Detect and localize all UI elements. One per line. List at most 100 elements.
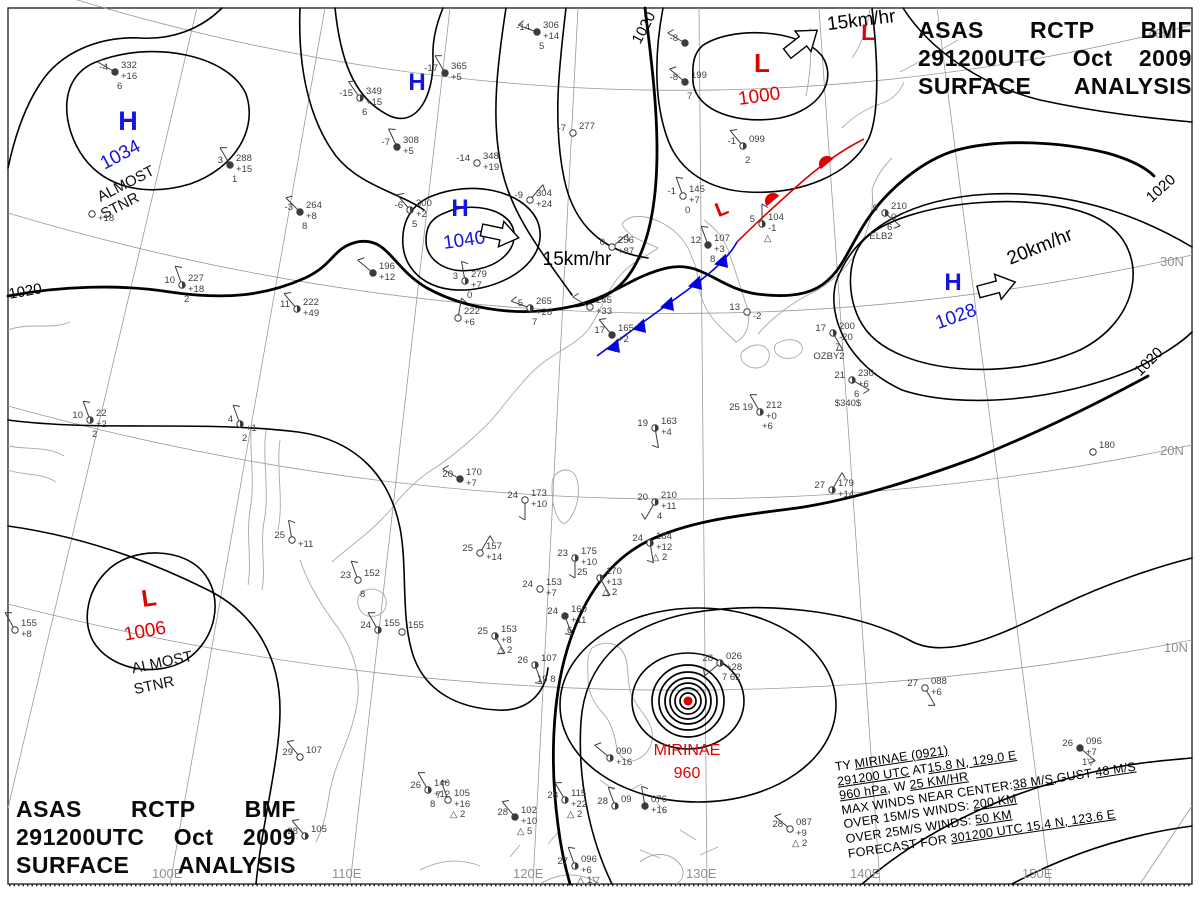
station-temp: 25 (274, 530, 285, 541)
coastline (331, 216, 750, 563)
station-circle-icon (681, 39, 689, 47)
station-pressure: 099 (749, 134, 765, 145)
station-halffill-icon (852, 376, 856, 384)
station-tendency: +2 (416, 209, 427, 220)
high-pressure-letter: H (944, 269, 961, 296)
station-pressure: 230 (858, 368, 874, 379)
station-circle-icon (679, 192, 687, 200)
isobar (631, 652, 745, 750)
station-halffill-icon (530, 304, 534, 312)
title-word: ANALYSIS (1073, 73, 1192, 99)
wind-barb-feather (83, 400, 91, 403)
station-id: ELB2 (869, 231, 892, 242)
station-temp: 20 (442, 469, 453, 480)
station-extra: △ 2 (602, 587, 617, 598)
station-temp: 4 (228, 414, 233, 425)
station-id: $340$ (835, 398, 862, 409)
wind-barb-feather (288, 519, 296, 524)
station-circle-icon (608, 243, 616, 251)
station-extra: 2 (614, 344, 619, 355)
station-temp: 25 (477, 626, 488, 637)
typhoon-ring (651, 664, 725, 738)
meridian-line (169, 7, 326, 885)
station-extra: 8 (430, 799, 435, 810)
station-pressure: 179 (838, 478, 854, 489)
station-circle-icon (526, 196, 534, 204)
lat-label: 20N (1160, 443, 1184, 458)
coastline (7, 445, 65, 483)
wind-barb-feather (388, 128, 396, 130)
station-extra: 1 (232, 174, 237, 185)
wind-barb-feather (1088, 760, 1096, 764)
station-extra: 6 (362, 107, 367, 118)
station-tendency: +6 (858, 379, 869, 390)
wind-barb-feather (441, 780, 449, 783)
station-tendency: +7 (546, 588, 557, 599)
wind-barb-feather (568, 574, 576, 579)
station-pressure: 107 (306, 745, 322, 756)
typhoon-ring (658, 671, 718, 731)
station-tendency: -1 (768, 223, 776, 234)
station-temp: 29 (282, 747, 293, 758)
cold-front-line (596, 241, 738, 357)
coastline (899, 39, 959, 73)
station-circle-icon (511, 813, 519, 821)
station-pressure: 076 (651, 794, 667, 805)
station-tendency: +10 (521, 816, 537, 827)
station-pressure: 155 (21, 618, 37, 629)
wind-barb-feather (287, 739, 295, 743)
isobar (495, 7, 573, 296)
wind-barb-feather (175, 265, 183, 268)
station-extra: 0 (685, 205, 690, 216)
station-halffill-icon (565, 796, 569, 804)
station-pressure: 096 (581, 854, 597, 865)
station-tendency: +0 (766, 411, 777, 422)
station-tendency: +2 (96, 419, 107, 430)
station-pressure: 196 (379, 261, 395, 272)
wind-barb-feather (599, 317, 607, 321)
station-temp: 24 (507, 490, 518, 501)
station-tendency: +11 (661, 501, 676, 512)
station-pressure: 087 (796, 817, 812, 828)
station-pressure: 107 (541, 653, 557, 664)
chart-title-top-right: ASAS RCTP BMF 291200UTC Oct 2009 SURFACE ANALYS… (918, 16, 1192, 100)
station-tendency: +15 (366, 97, 382, 108)
movement-note: ALMOST (130, 648, 194, 677)
station-tendency: +6 (464, 317, 475, 328)
station-pressure: 107 (714, 233, 730, 244)
station-tendency: +22 (571, 799, 587, 810)
meridian-line (349, 7, 451, 885)
station-halffill-icon (535, 661, 539, 669)
title-word: ANALYSIS (177, 852, 296, 878)
wind-barb-feather (667, 29, 674, 34)
low-pressure-letter: L (861, 20, 874, 45)
station-circle-icon (1089, 448, 1097, 456)
wind-barb-feather (348, 80, 356, 83)
station-pressure: 026 (726, 651, 742, 662)
wind-barb-feather (292, 818, 300, 822)
station-temp: 20 (637, 492, 648, 503)
station-pressure: 222 (464, 306, 480, 317)
station-pressure: 304 (536, 188, 552, 199)
station-circle-icon (608, 331, 616, 339)
title-line: SURFACE ANALYSIS (16, 851, 296, 879)
station-extra: 4 (657, 511, 662, 522)
station-halffill-icon (575, 554, 579, 562)
motion-arrow-icon (976, 273, 1017, 301)
station-id: OZBY2 (813, 351, 844, 362)
isobar (551, 374, 1150, 886)
station-tendency: +87 (618, 246, 634, 257)
parallel-line (7, 212, 1193, 314)
station-tendency: +11 (571, 615, 586, 626)
station-extra: 2 (184, 294, 189, 305)
station-temp: 27 (907, 678, 918, 689)
station-temp: 27 (814, 480, 825, 491)
typhoon-ring (669, 682, 707, 720)
title-line: 291200UTC Oct 2009 (16, 823, 296, 851)
station-circle-icon (398, 628, 406, 636)
station-tendency: -2 (753, 311, 761, 322)
station-temp: -1 (668, 186, 676, 197)
station-pressure: 245 (596, 295, 612, 306)
cold-front-tooth-icon (714, 253, 729, 268)
